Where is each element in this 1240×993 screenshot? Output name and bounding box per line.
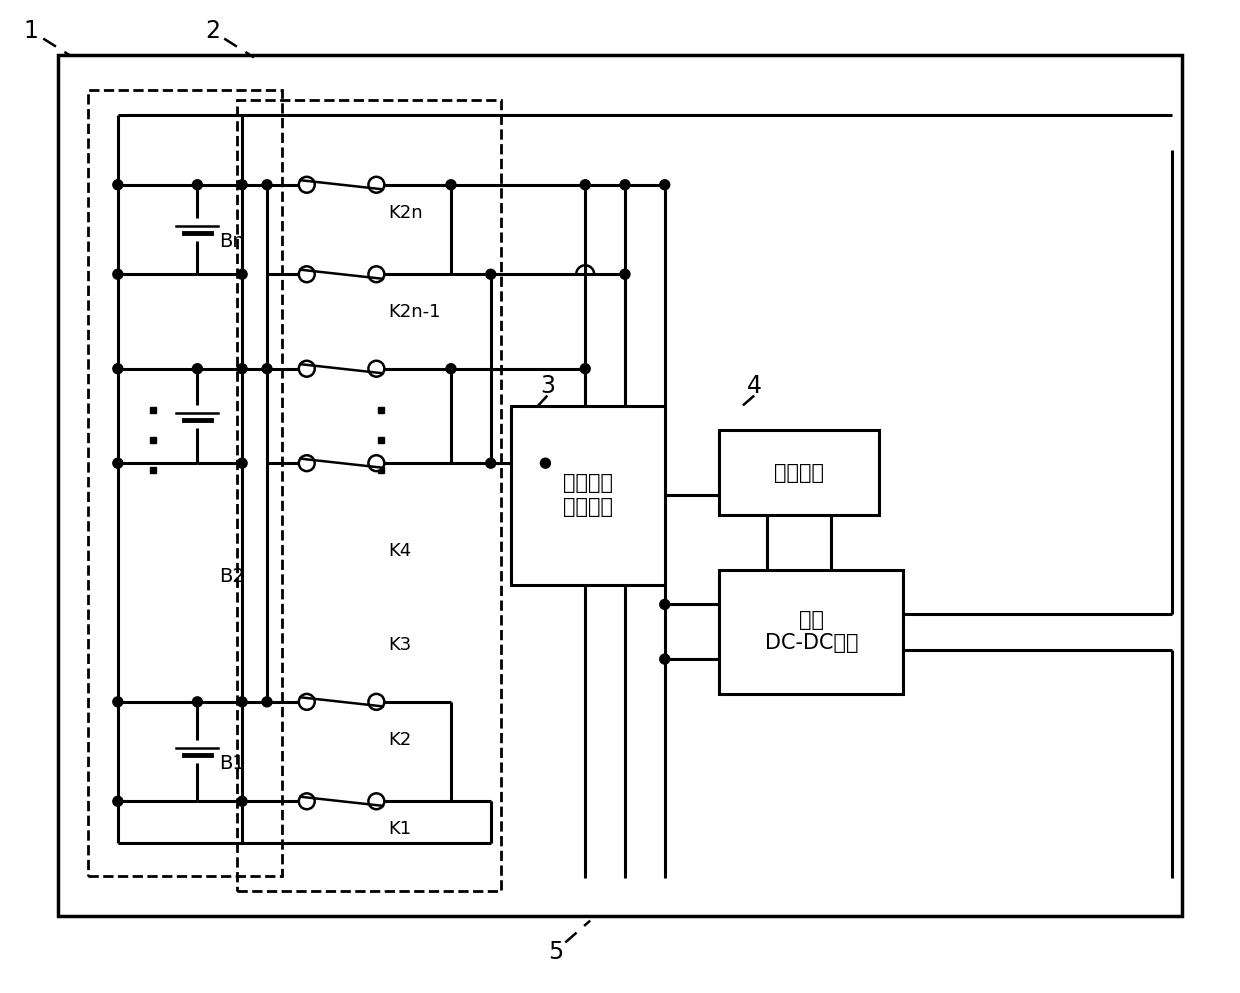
Circle shape	[299, 455, 315, 471]
Circle shape	[192, 180, 202, 190]
Circle shape	[237, 458, 247, 468]
Text: Bn: Bn	[219, 232, 244, 251]
Circle shape	[368, 694, 384, 710]
Circle shape	[299, 360, 315, 376]
Text: K2: K2	[388, 731, 412, 749]
Circle shape	[113, 796, 123, 806]
Text: 1: 1	[24, 19, 38, 43]
Text: 电池电压
采集模块: 电池电压 采集模块	[563, 474, 613, 516]
Text: K2n-1: K2n-1	[388, 303, 440, 321]
Circle shape	[486, 458, 496, 468]
Circle shape	[192, 697, 202, 707]
Circle shape	[541, 458, 551, 468]
Bar	[719, 570, 904, 694]
Text: 5: 5	[548, 940, 563, 964]
Circle shape	[113, 269, 123, 279]
Circle shape	[237, 697, 247, 707]
Circle shape	[486, 269, 496, 279]
Circle shape	[237, 363, 247, 373]
Circle shape	[660, 654, 670, 664]
Circle shape	[620, 269, 630, 279]
Circle shape	[446, 363, 456, 373]
Circle shape	[660, 180, 670, 190]
Text: B2: B2	[219, 567, 246, 586]
Circle shape	[113, 180, 123, 190]
Circle shape	[368, 177, 384, 193]
Bar	[237, 100, 501, 891]
Circle shape	[262, 180, 272, 190]
Circle shape	[580, 180, 590, 190]
Circle shape	[262, 363, 272, 373]
Circle shape	[262, 697, 272, 707]
Circle shape	[368, 455, 384, 471]
Circle shape	[368, 793, 384, 809]
Text: K1: K1	[388, 820, 412, 838]
Circle shape	[620, 180, 630, 190]
Circle shape	[299, 266, 315, 282]
Text: 4: 4	[746, 373, 761, 397]
Circle shape	[368, 266, 384, 282]
Text: B1: B1	[219, 754, 246, 773]
Circle shape	[660, 600, 670, 610]
Circle shape	[299, 793, 315, 809]
Text: K3: K3	[388, 637, 412, 654]
Bar	[719, 430, 879, 515]
Bar	[88, 90, 281, 876]
Circle shape	[368, 360, 384, 376]
Circle shape	[113, 697, 123, 707]
Text: K4: K4	[388, 542, 412, 560]
Text: 控制模块: 控制模块	[774, 463, 825, 483]
Circle shape	[299, 177, 315, 193]
Bar	[58, 56, 1182, 916]
Circle shape	[580, 363, 590, 373]
Bar	[511, 405, 665, 585]
Circle shape	[237, 269, 247, 279]
Circle shape	[113, 363, 123, 373]
Circle shape	[113, 458, 123, 468]
Text: K2n: K2n	[388, 204, 423, 221]
Circle shape	[192, 363, 202, 373]
Text: 3: 3	[539, 373, 556, 397]
Circle shape	[237, 796, 247, 806]
Text: 2: 2	[205, 19, 219, 43]
Text: 双向
DC-DC模块: 双向 DC-DC模块	[765, 610, 858, 653]
Circle shape	[299, 694, 315, 710]
Circle shape	[237, 180, 247, 190]
Circle shape	[446, 180, 456, 190]
